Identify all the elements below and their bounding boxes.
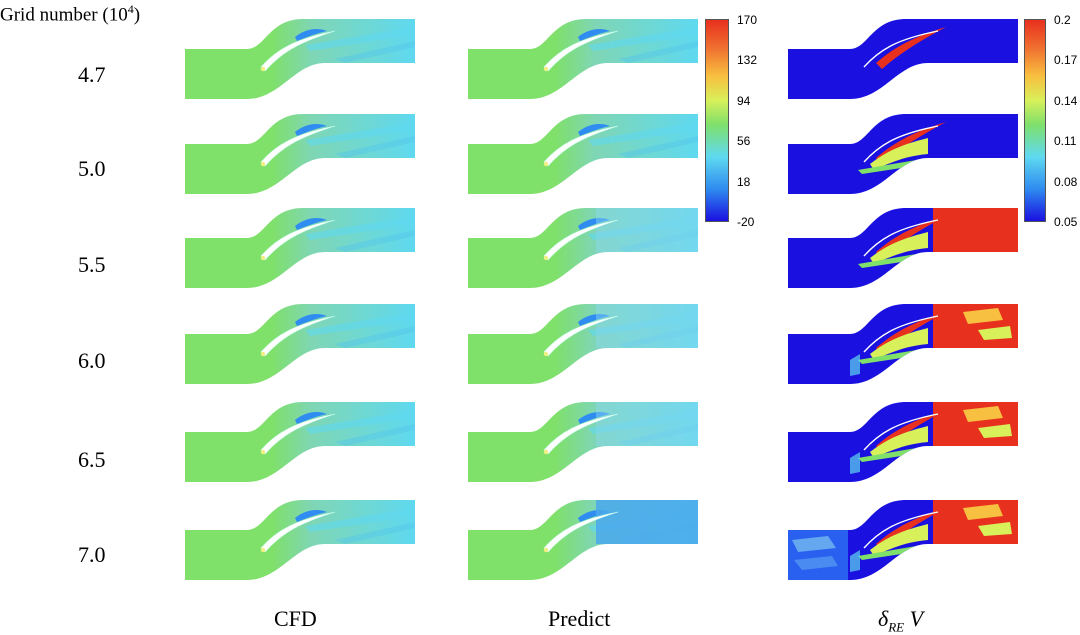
panel-error-row-4: [788, 304, 1018, 384]
velocity-tick-132: 132: [737, 53, 758, 67]
error-tick-0-2: 0.2: [1054, 13, 1071, 27]
velocity-tick-94: 94: [737, 94, 751, 108]
panel-cfd-row-4: [185, 304, 415, 384]
row-label-5-0: 5.0: [78, 156, 106, 181]
panel-predict-row-6: [468, 500, 698, 580]
panel-error-row-5: [788, 402, 1018, 482]
row-label-6-0: 6.0: [78, 348, 106, 373]
figure-title: Grid number (104): [0, 2, 141, 26]
panel-cfd-row-3: [185, 208, 415, 288]
panel-error-row-1: [788, 19, 1018, 99]
velocity-tick-170: 170: [737, 13, 758, 27]
panel-predict-row-2: [468, 114, 698, 194]
panel-predict-row-1: [468, 19, 698, 99]
panel-predict-row-5: [468, 402, 698, 482]
velocity-tick-neg20: -20: [737, 215, 755, 229]
column-label-relative-error: δRE V: [878, 606, 924, 635]
row-label-5-5: 5.5: [78, 252, 106, 277]
error-tick-0-11: 0.11: [1054, 134, 1077, 148]
column-label-cfd: CFD: [274, 606, 317, 631]
panel-error-row-3: [788, 208, 1018, 288]
panel-predict-row-4: [468, 304, 698, 384]
row-label-7-0: 7.0: [78, 542, 106, 567]
panel-cfd-row-2: [185, 114, 415, 194]
velocity-tick-56: 56: [737, 134, 751, 148]
column-label-predict: Predict: [548, 606, 611, 631]
panel-cfd-row-1: [185, 19, 415, 99]
error-tick-0-14: 0.14: [1054, 94, 1078, 108]
error-colorbar: [1024, 19, 1046, 222]
panel-predict-row-3: [468, 208, 698, 288]
row-label-6-5: 6.5: [78, 447, 106, 472]
panel-cfd-row-5: [185, 402, 415, 482]
velocity-tick-18: 18: [737, 175, 751, 189]
velocity-colorbar: [705, 19, 729, 222]
error-tick-0-05: 0.05: [1054, 215, 1078, 229]
panel-cfd-row-6: [185, 500, 415, 580]
row-label-4-7: 4.7: [78, 62, 106, 87]
panel-error-row-2: [788, 114, 1018, 194]
panel-error-row-6: [788, 500, 1018, 580]
error-tick-0-17: 0.17: [1054, 53, 1078, 67]
error-tick-0-08: 0.08: [1054, 175, 1078, 189]
